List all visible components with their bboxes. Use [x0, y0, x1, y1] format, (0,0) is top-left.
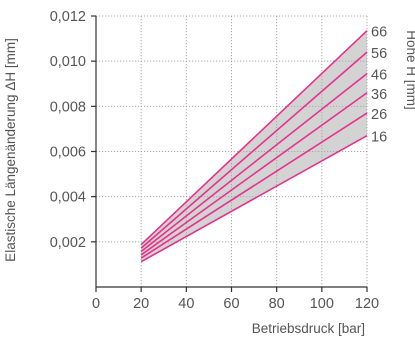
shaded-band-layer	[141, 30, 367, 262]
x-tick-label: 80	[269, 296, 285, 312]
y-tick-label: 0,002	[50, 235, 86, 251]
label-layer: Betriebsdruck [bar] Elastische Längenänd…	[3, 9, 415, 336]
y-axis-title: Elastische Längenänderung ΔH [mm]	[3, 38, 18, 262]
y-tick-label: 0,004	[50, 190, 86, 206]
x-tick-label: 0	[92, 296, 100, 312]
series-line-36	[140, 92, 368, 256]
shaded-band	[141, 30, 367, 262]
grid-layer	[96, 15, 368, 287]
series-layer	[140, 30, 368, 263]
y-tick-label: 0,012	[50, 9, 86, 25]
series-label-66: 66	[371, 25, 387, 41]
series-label-16: 16	[371, 130, 387, 146]
x-tick-label: 120	[355, 296, 379, 312]
axis-layer	[91, 15, 368, 292]
x-tick-label: 100	[310, 296, 334, 312]
series-line-26	[140, 112, 368, 259]
series-label-46: 46	[371, 68, 387, 84]
y-tick-label: 0,008	[50, 99, 86, 115]
x-tick-label: 60	[223, 296, 239, 312]
x-tick-label: 20	[133, 296, 149, 312]
legend-title: Höhe H [mm]	[404, 30, 415, 110]
series-line-46	[140, 72, 368, 253]
series-label-36: 36	[371, 87, 387, 103]
x-tick-label: 40	[178, 296, 194, 312]
series-label-56: 56	[371, 46, 387, 62]
x-axis-title: Betriebsdruck [bar]	[252, 321, 365, 336]
series-line-16	[140, 134, 368, 263]
series-label-26: 26	[371, 107, 387, 123]
series-line-56	[140, 51, 368, 249]
y-tick-label: 0,010	[50, 54, 86, 70]
y-tick-label: 0,006	[50, 145, 86, 161]
series-line-66	[140, 30, 368, 246]
